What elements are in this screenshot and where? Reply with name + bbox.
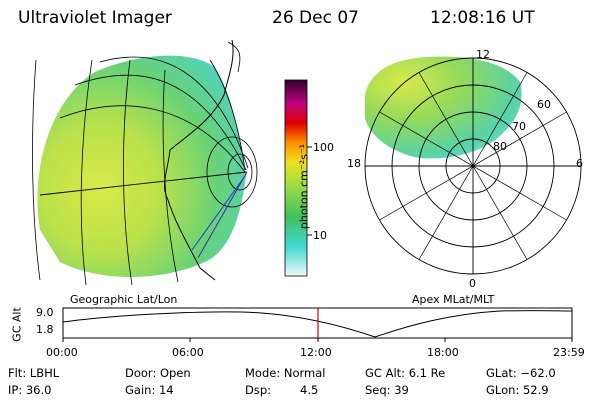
filter-status: Flt: LBHL (8, 366, 60, 380)
time-tick-1800: 18:00 (427, 346, 459, 359)
ip-status: IP: 36.0 (8, 383, 52, 397)
dsp-label: Dsp: (245, 383, 272, 397)
time-tick-0000: 00:00 (46, 346, 78, 359)
geographic-label: Geographic Lat/Lon (70, 293, 178, 306)
altitude-plot (62, 307, 573, 342)
mlt-label-0: 0 (469, 277, 476, 290)
mlat-label-80: 80 (493, 140, 507, 153)
polar-plot (364, 56, 582, 275)
mlat-label-70: 70 (512, 120, 526, 133)
instrument-title: Ultraviolet Imager (18, 8, 172, 28)
date-label: 26 Dec 07 (272, 8, 359, 28)
colorbar-tick-10: 10 (313, 229, 327, 242)
mlat-label-60: 60 (537, 98, 551, 111)
gain-status: Gain: 14 (125, 383, 174, 397)
mode-status: Mode: Normal (245, 366, 326, 380)
glat-status: GLat: −62.0 (486, 366, 556, 380)
time-tick-1200: 12:00 (300, 346, 332, 359)
time-tick-2359: 23:59 (553, 346, 585, 359)
altitude-ytick-low: 1.8 (36, 323, 54, 336)
time-label: 12:08:16 UT (430, 8, 535, 28)
mlt-label-18: 18 (347, 157, 361, 170)
time-tick-0600: 06:00 (172, 346, 204, 359)
altitude-ylabel: GC Alt (10, 307, 24, 342)
colorbar-tick-100: 100 (313, 141, 334, 154)
mlt-label-6: 6 (576, 157, 583, 170)
altitude-ytick-high: 9.0 (36, 306, 54, 319)
geographic-map (32, 39, 258, 286)
colorbar-unit: photon cm⁻²s⁻¹ (297, 143, 311, 230)
dsp-value: 4.5 (300, 383, 319, 397)
mlt-label-12: 12 (476, 48, 490, 61)
glon-status: GLon: 52.9 (486, 383, 549, 397)
polar-label: Apex MLat/MLT (412, 293, 495, 306)
colorbar (284, 79, 308, 277)
seq-status: Seq: 39 (365, 383, 409, 397)
door-status: Door: Open (125, 366, 191, 380)
gc-altitude-status: GC Alt: 6.1 Re (365, 366, 446, 380)
